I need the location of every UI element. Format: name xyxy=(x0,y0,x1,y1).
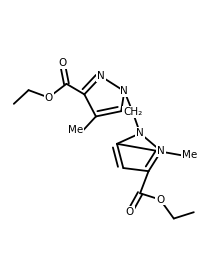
Text: O: O xyxy=(58,58,66,68)
Text: N: N xyxy=(157,146,165,156)
Text: CH₂: CH₂ xyxy=(123,107,142,117)
Text: Me: Me xyxy=(182,150,197,160)
Text: N: N xyxy=(136,128,144,138)
Text: N: N xyxy=(97,72,105,81)
Text: O: O xyxy=(156,195,164,205)
Text: O: O xyxy=(45,92,53,103)
Text: O: O xyxy=(126,207,134,217)
Text: N: N xyxy=(120,86,128,96)
Text: Me: Me xyxy=(68,125,83,135)
